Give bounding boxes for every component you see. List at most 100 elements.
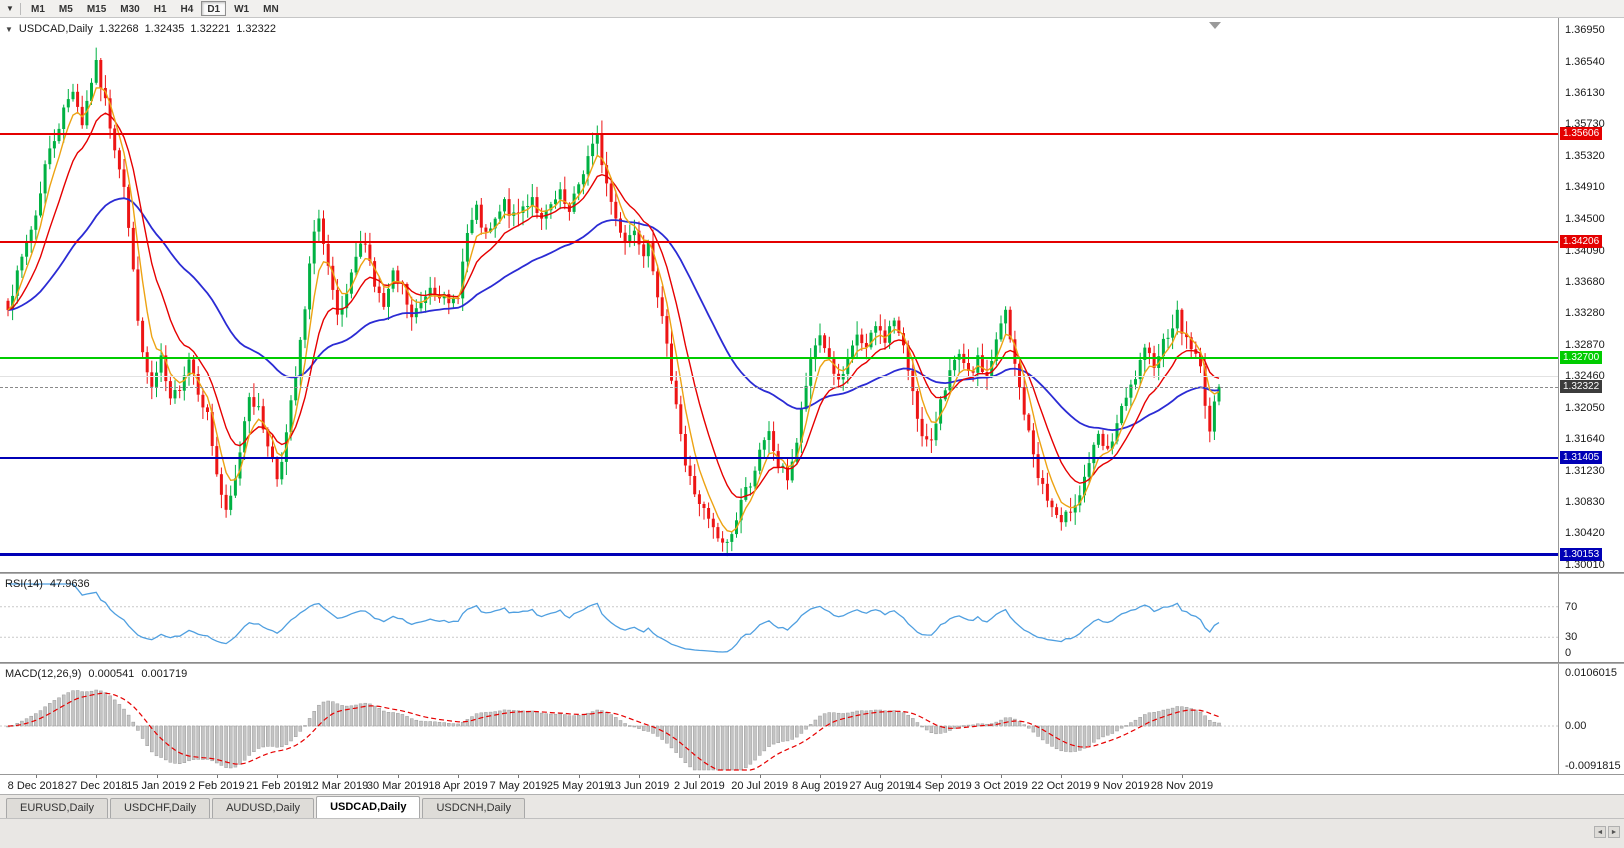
price-line-badge: 1.35606 xyxy=(1560,127,1603,141)
macd-plot[interactable] xyxy=(0,664,1558,774)
rsi-scale-label: 0 xyxy=(1565,647,1572,659)
price-axis-label: 1.35320 xyxy=(1565,149,1605,162)
date-axis-label: 27 Aug 2019 xyxy=(849,780,912,792)
timeframe-buttons: M1 M5 M15 M30 H1 H4 D1 W1 MN xyxy=(24,1,286,16)
main-chart-panel: ▼ USDCAD,Daily 1.32268 1.32435 1.32221 1… xyxy=(0,18,1624,572)
date-axis-label: 7 May 2019 xyxy=(489,780,548,792)
date-axis-label: 9 Nov 2019 xyxy=(1093,780,1150,792)
date-tick xyxy=(940,775,942,778)
date-axis-label: 18 Apr 2019 xyxy=(428,780,488,792)
price-axis-label: 1.31640 xyxy=(1565,433,1605,446)
macd-name: MACD(12,26,9) xyxy=(5,668,82,680)
candlestick-chart[interactable] xyxy=(0,18,1558,572)
date-tick xyxy=(35,775,37,778)
price-axis-label: 1.31230 xyxy=(1565,465,1605,477)
date-axis-label: 28 Nov 2019 xyxy=(1150,780,1214,792)
date-tick xyxy=(397,775,399,778)
panel-separator[interactable] xyxy=(0,662,1624,664)
date-axis-label: 20 Jul 2019 xyxy=(731,780,789,792)
date-axis-label: 12 Mar 2019 xyxy=(306,780,369,792)
macd-signal-value: 0.001719 xyxy=(141,668,188,680)
horizontal-line[interactable] xyxy=(0,132,1558,135)
chart-tabbar: EURUSD,Daily USDCHF,Daily AUDUSD,Daily USDC… xyxy=(0,794,1624,818)
panel-separator[interactable] xyxy=(0,572,1624,574)
timeframe-button-m30[interactable]: M30 xyxy=(120,4,140,15)
macd-scale-zero: 0.00 xyxy=(1565,720,1587,732)
date-axis-label: 15 Jan 2019 xyxy=(126,780,187,792)
timeframe-button-m5[interactable]: M5 xyxy=(58,4,73,15)
tab-usdcnh[interactable]: USDCNH,Daily xyxy=(422,798,526,818)
rsi-scale-label: 70 xyxy=(1565,600,1578,613)
chart-title-dropdown-icon[interactable]: ▼ xyxy=(5,24,13,34)
date-axis-label: 25 May 2019 xyxy=(546,780,611,792)
rsi-label: RSI(14) 47.9636 xyxy=(5,578,90,590)
rsi-plot[interactable] xyxy=(0,574,1558,662)
rsi-panel: RSI(14) 47.9636 70 30 0 xyxy=(0,574,1624,662)
horizontal-line[interactable] xyxy=(0,356,1558,359)
timeframe-button-m15[interactable]: M15 xyxy=(86,4,107,15)
price-axis-label: 1.30420 xyxy=(1565,527,1605,540)
date-axis-label: 22 Oct 2019 xyxy=(1031,780,1092,792)
date-axis[interactable]: 8 Dec 2018 27 Dec 2018 15 Jan 2019 2 Feb 20… xyxy=(0,774,1624,794)
tab-audusd[interactable]: AUDUSD,Daily xyxy=(212,798,315,818)
rsi-axis[interactable]: 70 30 0 xyxy=(1558,574,1624,662)
tab-scroll-right-icon[interactable]: ► xyxy=(1608,826,1620,838)
toolbar-separator xyxy=(20,2,21,15)
timeframe-button-m1[interactable]: M1 xyxy=(31,4,45,15)
tab-scroll-left-icon[interactable]: ◄ xyxy=(1594,826,1606,838)
date-axis-label: 2 Jul 2019 xyxy=(674,780,725,792)
date-axis-label: 14 Sep 2019 xyxy=(909,780,972,792)
current-price-line xyxy=(0,386,1558,388)
macd-axis[interactable]: 0.0106015 0.00 -0.0091815 xyxy=(1558,664,1624,774)
price-axis-label: 1.32460 xyxy=(1565,370,1605,383)
price-axis-label: 1.32050 xyxy=(1565,401,1605,414)
chart-title: ▼ USDCAD,Daily 1.32268 1.32435 1.32221 1… xyxy=(5,23,276,35)
date-tick xyxy=(1061,775,1063,778)
charts-dropdown-icon[interactable]: ▼ xyxy=(6,4,14,13)
macd-scale-top: 0.0106015 xyxy=(1565,667,1617,679)
price-axis-label: 1.33280 xyxy=(1565,306,1605,319)
macd-panel: MACD(12,26,9) 0.000541 0.001719 0.010601… xyxy=(0,664,1624,774)
horizontal-line[interactable] xyxy=(0,456,1558,459)
date-tick xyxy=(156,775,158,778)
timeframe-button-h4[interactable]: H4 xyxy=(180,4,194,15)
price-line-badge: 1.31405 xyxy=(1560,451,1603,464)
price-line-badge: 1.34206 xyxy=(1560,235,1603,248)
timeframe-toolbar: ▼ M1 M5 M15 M30 H1 H4 D1 W1 MN xyxy=(0,0,1624,18)
ohlc-high: 1.32435 xyxy=(144,23,185,35)
timeframe-button-mn[interactable]: MN xyxy=(263,4,279,15)
tab-eurusd[interactable]: EURUSD,Daily xyxy=(6,798,108,818)
tab-usdcad[interactable]: USDCAD,Daily xyxy=(316,796,421,818)
date-tick xyxy=(518,775,520,778)
price-line-badge: 1.32700 xyxy=(1560,351,1603,365)
timeframe-button-h1[interactable]: H1 xyxy=(153,4,167,15)
horizontal-line[interactable] xyxy=(0,240,1558,243)
chart-shift-marker-icon[interactable] xyxy=(1209,22,1221,29)
timeframe-button-d1[interactable]: D1 xyxy=(201,1,227,16)
date-tick xyxy=(699,775,701,778)
timeframe-button-w1[interactable]: W1 xyxy=(234,4,250,15)
bottom-scrollbar: ◄ ► xyxy=(0,818,1624,848)
price-axis-label: 1.33680 xyxy=(1565,276,1605,289)
date-tick xyxy=(277,775,279,778)
date-tick xyxy=(820,775,821,778)
date-tick xyxy=(759,775,761,778)
date-tick xyxy=(578,775,580,778)
price-axis-label: 1.36950 xyxy=(1565,24,1605,36)
ohlc-low: 1.32221 xyxy=(190,23,231,35)
price-axis-label: 1.36130 xyxy=(1565,87,1605,100)
horizontal-line[interactable] xyxy=(0,552,1558,556)
date-axis-label: 8 Dec 2018 xyxy=(7,780,64,792)
date-tick xyxy=(96,775,98,778)
price-axis-label: 1.35730 xyxy=(1565,118,1605,130)
price-axis-label: 1.34500 xyxy=(1565,212,1605,225)
macd-label: MACD(12,26,9) 0.000541 0.001719 xyxy=(5,668,187,680)
rsi-scale-label: 30 xyxy=(1565,631,1578,644)
ohlc-open: 1.32268 xyxy=(98,23,139,35)
tab-usdchf[interactable]: USDCHF,Daily xyxy=(109,798,211,818)
date-tick xyxy=(880,775,882,778)
ohlc-close: 1.32322 xyxy=(236,23,276,35)
price-axis[interactable]: 1.36950 1.36540 1.36130 1.35730 1.35320 1.349… xyxy=(1558,18,1624,572)
date-tick xyxy=(216,775,218,778)
date-axis-label: 8 Aug 2019 xyxy=(792,780,848,792)
